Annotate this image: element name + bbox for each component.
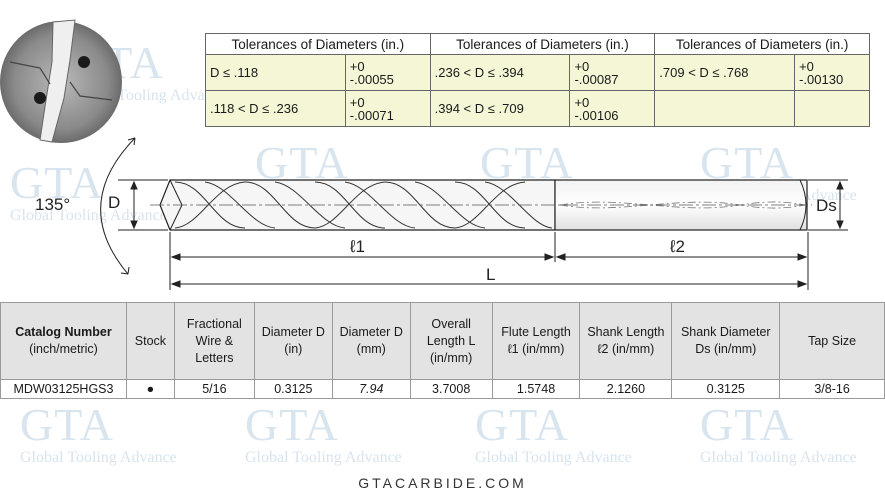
shank-diameter: 0.3125	[671, 379, 781, 399]
header-fractional: Fractional Wire & Letters	[173, 302, 255, 380]
diameter-mm: 7.94	[331, 379, 411, 399]
overall-length: 3.7008	[409, 379, 493, 399]
tolerance-header: Tolerances of Diameters (in.)	[205, 33, 431, 55]
header-flute-length: Flute Length ℓ1 (in/mm)	[491, 302, 581, 380]
ds-label: Ds	[816, 196, 837, 215]
header-tap-size: Tap Size	[779, 302, 885, 380]
d-label: D	[108, 193, 120, 212]
shank-length: 2.1260	[579, 379, 673, 399]
l2-label: ℓ2	[669, 237, 685, 256]
header-shank-length: Shank Length ℓ2 (in/mm)	[579, 302, 673, 380]
header-diameter-mm: Diameter D (mm)	[331, 302, 411, 380]
tolerance-value: +0 -.00106	[569, 90, 656, 127]
tolerance-condition: .709 < D ≤ .768	[654, 54, 796, 91]
tolerance-condition: D ≤ .118	[205, 54, 346, 91]
point-angle-dimension	[100, 137, 136, 275]
diameter-dimension	[118, 179, 168, 231]
tap-size: 3/8-16	[779, 379, 885, 399]
diameter-in: 0.3125	[253, 379, 333, 399]
angle-label: 135°	[35, 195, 70, 214]
header-diameter-in: Diameter D (in)	[253, 302, 333, 380]
tolerance-header: Tolerances of Diameters (in.)	[429, 33, 656, 55]
fractional-size: 5/16	[173, 379, 255, 399]
stock-indicator: ●	[125, 379, 175, 399]
catalog-number: MDW03125HGS3	[0, 379, 127, 399]
shank-diameter-dimension	[808, 179, 848, 231]
l-label: L	[486, 265, 495, 284]
flute-length: 1.5748	[491, 379, 581, 399]
tolerance-value: +0 -.00130	[794, 54, 870, 91]
tolerance-condition: .118 < D ≤ .236	[205, 90, 346, 127]
tolerance-value	[794, 90, 870, 127]
spec-table: Catalog Number (inch/metric) Stock Fracti…	[0, 302, 885, 399]
tolerance-value: +0 -.00055	[344, 54, 431, 91]
tolerance-condition: .394 < D ≤ .709	[429, 90, 571, 127]
tolerance-value: +0 -.00087	[569, 54, 656, 91]
length-dimensions	[169, 232, 809, 290]
l1-label: ℓ1	[349, 237, 365, 256]
site-url: GTACARBIDE.COM	[358, 475, 527, 491]
header-stock: Stock	[125, 302, 175, 380]
tolerance-value: +0 -.00071	[344, 90, 431, 127]
tolerance-condition: .236 < D ≤ .394	[429, 54, 571, 91]
tolerance-condition	[654, 90, 796, 127]
drill-end-view-icon	[0, 19, 122, 143]
header-overall-length: Overall Length L (in/mm)	[409, 302, 493, 380]
drill-drawing: 135° D Ds ℓ1 ℓ2 L	[0, 19, 848, 290]
header-shank-diameter: Shank Diameter Ds (in/mm)	[671, 302, 781, 380]
header-catalog-number: Catalog Number (inch/metric)	[0, 302, 127, 380]
tolerance-header: Tolerances of Diameters (in.)	[654, 33, 870, 55]
table-row: MDW03125HGS3 ● 5/16 0.3125 7.94 3.7008 1…	[0, 379, 885, 399]
tolerance-table: Tolerances of Diameters (in.) Tolerances…	[205, 33, 870, 127]
